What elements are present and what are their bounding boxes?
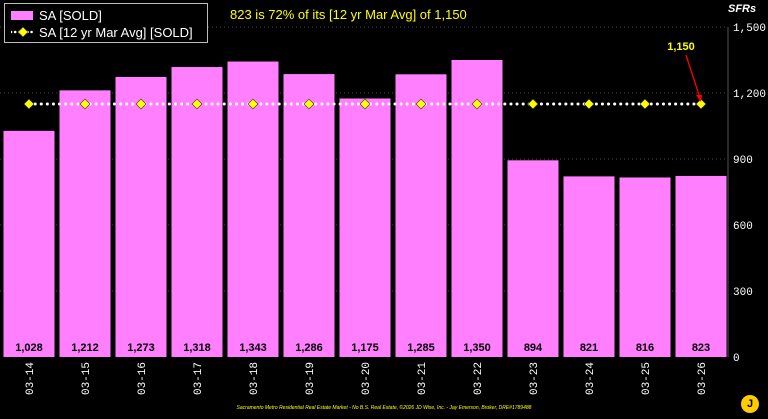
bar bbox=[115, 76, 167, 357]
bar-value-label: 823 bbox=[692, 342, 710, 354]
bar bbox=[227, 61, 279, 357]
bar-value-label: 816 bbox=[636, 342, 654, 354]
bar-value-label: 1,212 bbox=[71, 342, 99, 354]
y-tick-label: 1,500 bbox=[733, 23, 766, 35]
x-tick-label: 03-19 bbox=[305, 362, 317, 395]
avg-marker bbox=[79, 98, 91, 110]
avg-marker bbox=[23, 98, 35, 110]
bar bbox=[395, 74, 447, 358]
annotation-label: 1,150 bbox=[667, 41, 695, 53]
annotation-arrowhead bbox=[696, 95, 702, 102]
avg-marker bbox=[639, 98, 651, 110]
y-tick-label: 1,200 bbox=[733, 89, 766, 101]
avg-marker bbox=[303, 98, 315, 110]
bar bbox=[339, 98, 391, 357]
x-tick-label: 03-22 bbox=[473, 362, 485, 395]
x-tick-label: 03-16 bbox=[137, 362, 149, 395]
y-axis-units: SFRs bbox=[728, 3, 757, 15]
x-tick-label: 03-23 bbox=[529, 362, 541, 395]
bar-value-label: 894 bbox=[524, 342, 543, 354]
bar bbox=[451, 60, 503, 357]
legend-label-line: SA [12 yr Mar Avg] [SOLD] bbox=[39, 25, 193, 40]
x-tick-label: 03-24 bbox=[585, 362, 597, 395]
x-tick-label: 03-14 bbox=[25, 362, 37, 395]
avg-marker bbox=[247, 98, 259, 110]
y-tick-label: 300 bbox=[733, 287, 753, 299]
x-tick-label: 03-17 bbox=[193, 362, 205, 395]
bar-value-label: 1,318 bbox=[183, 342, 211, 354]
bar bbox=[283, 74, 335, 357]
bar bbox=[507, 160, 559, 357]
bar-value-label: 1,343 bbox=[239, 342, 267, 354]
annotation-arrow bbox=[685, 54, 701, 99]
x-tick-label: 03-15 bbox=[81, 362, 93, 395]
avg-marker bbox=[471, 98, 483, 110]
bar-value-label: 1,350 bbox=[463, 342, 491, 354]
y-tick-label: 0 bbox=[733, 353, 740, 365]
legend-swatch-bar bbox=[11, 11, 33, 20]
brand-logo: J bbox=[741, 395, 759, 413]
bar bbox=[563, 176, 615, 357]
avg-marker bbox=[415, 98, 427, 110]
x-tick-label: 03-25 bbox=[641, 362, 653, 395]
bar bbox=[675, 175, 727, 357]
bar-value-label: 1,273 bbox=[127, 342, 155, 354]
x-tick-label: 03-21 bbox=[417, 362, 429, 395]
bar-value-label: 1,285 bbox=[407, 342, 435, 354]
x-tick-label: 03-18 bbox=[249, 362, 261, 395]
legend: SA [SOLD] SA [12 yr Mar Avg] [SOLD] bbox=[4, 3, 208, 43]
avg-marker bbox=[359, 98, 371, 110]
bar-value-label: 1,028 bbox=[15, 342, 43, 354]
bar-value-label: 821 bbox=[580, 342, 598, 354]
x-tick-label: 03-20 bbox=[361, 362, 373, 395]
bar bbox=[3, 130, 55, 357]
bar bbox=[59, 90, 111, 358]
bar-value-label: 1,286 bbox=[295, 342, 323, 354]
bar-value-label: 1,175 bbox=[351, 342, 379, 354]
y-tick-label: 900 bbox=[733, 155, 753, 167]
x-tick-label: 03-26 bbox=[697, 362, 709, 395]
avg-marker bbox=[135, 98, 147, 110]
y-tick-label: 600 bbox=[733, 221, 753, 233]
legend-label-bar: SA [SOLD] bbox=[39, 8, 102, 23]
bar bbox=[619, 177, 671, 357]
chart-title: 823 is 72% of its [12 yr Mar Avg] of 1,1… bbox=[230, 7, 467, 22]
avg-marker bbox=[527, 98, 539, 110]
footer-credit: Sacramento Metro Residential Real Estate… bbox=[236, 405, 532, 411]
avg-marker bbox=[695, 98, 707, 110]
avg-marker bbox=[583, 98, 595, 110]
legend-swatch-line bbox=[11, 26, 35, 38]
avg-marker bbox=[191, 98, 203, 110]
bar bbox=[171, 67, 223, 357]
